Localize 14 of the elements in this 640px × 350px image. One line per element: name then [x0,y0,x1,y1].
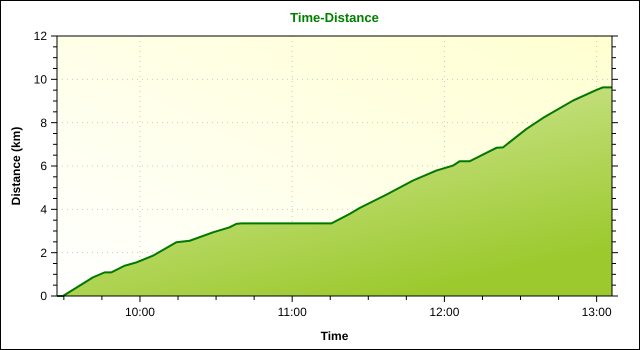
y-tick-label: 10 [34,72,48,87]
y-axis-title: Distance (km) [9,126,23,206]
y-tick-label: 12 [34,29,48,44]
x-tick-label: 11:00 [278,305,308,319]
y-tick-label: 0 [40,289,48,304]
x-tick-label: 12:00 [429,305,460,319]
y-tick-label: 6 [40,159,48,174]
x-tick-label: 10:00 [124,305,156,319]
x-tick-label: 13:00 [582,305,612,319]
y-tick-label: 8 [40,116,48,130]
chart-title: Time-Distance [290,10,379,25]
y-tick-label: 2 [40,246,48,260]
y-tick-label: 4 [40,202,48,217]
x-axis-title: Time [320,329,349,343]
